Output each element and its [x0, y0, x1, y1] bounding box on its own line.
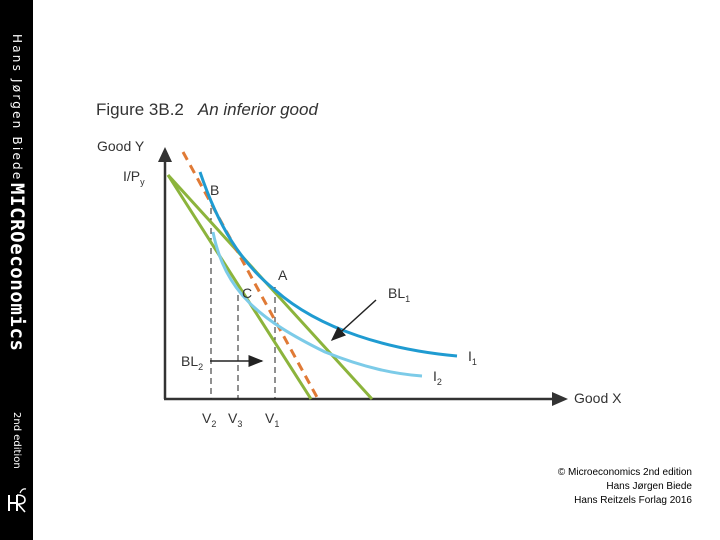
label-i1: I1 — [468, 348, 477, 367]
label-i2: I2 — [433, 368, 442, 387]
budget-line-bl2 — [166, 174, 313, 400]
y-axis-label: Good Y — [97, 138, 145, 154]
tick-label-v2: V2 — [202, 410, 216, 429]
figure-caption: Figure 3B.2 An inferior good — [96, 100, 318, 120]
point-label-c: C — [242, 285, 252, 301]
book-sidebar: Hans Jørgen Biede MICROeconomics 2nd edi… — [0, 0, 33, 540]
label-bl2: BL2 — [181, 353, 203, 372]
tick-label-v1: V1 — [265, 410, 279, 429]
compensated-budget-line — [181, 151, 320, 400]
indifference-curve-i1 — [198, 171, 458, 358]
x-axis-label: Good X — [574, 390, 622, 406]
x-axis-arrow-icon — [552, 392, 568, 406]
copyright-line-2: Hans Jørgen Biede — [606, 481, 692, 492]
indifference-curve-i2 — [211, 231, 423, 378]
tick-label-v3: V3 — [228, 410, 242, 429]
y-intercept-label: I/Py — [123, 168, 145, 187]
copyright-notice: © Microeconomics 2nd edition Hans Jørgen… — [558, 466, 692, 508]
point-label-a: A — [278, 267, 288, 283]
label-bl1: BL1 — [388, 285, 410, 304]
bl1-pointer-arrow — [330, 299, 377, 342]
point-label-b: B — [210, 182, 219, 198]
figure-title: An inferior good — [197, 100, 318, 119]
y-axis-arrow-icon — [158, 147, 172, 162]
publisher-logo-icon — [8, 488, 27, 513]
copyright-line-3: Hans Reitzels Forlag 2016 — [574, 495, 692, 506]
figure-number: Figure 3B.2 — [96, 100, 184, 119]
copyright-line-1: © Microeconomics 2nd edition — [557, 467, 692, 478]
